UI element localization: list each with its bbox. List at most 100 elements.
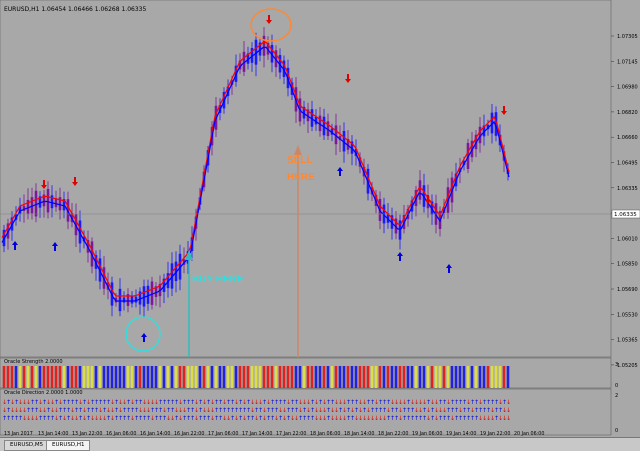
tab-eurusd-h1[interactable]: EURUSD,H1 <box>46 440 91 451</box>
tab-eurusd-m5[interactable]: EURUSD,M5 <box>4 440 50 451</box>
svg-text:↓: ↓ <box>358 407 363 414</box>
time-axis-label: 13 Jan 2017 <box>4 431 33 437</box>
svg-text:↑: ↑ <box>462 407 467 414</box>
svg-text:↑: ↑ <box>218 407 223 414</box>
svg-text:↑: ↑ <box>42 415 47 422</box>
svg-text:↑: ↑ <box>10 415 15 422</box>
svg-text:↓: ↓ <box>2 407 7 414</box>
svg-text:↑: ↑ <box>362 407 367 414</box>
svg-text:↑: ↑ <box>250 415 255 422</box>
svg-text:↑: ↑ <box>186 415 191 422</box>
svg-text:↓: ↓ <box>102 415 107 422</box>
svg-text:↑: ↑ <box>346 407 351 414</box>
svg-text:↑: ↑ <box>382 399 387 406</box>
svg-text:↑: ↑ <box>190 415 195 422</box>
svg-text:↑: ↑ <box>214 399 219 406</box>
svg-text:↑: ↑ <box>158 407 163 414</box>
svg-text:↓: ↓ <box>58 399 63 406</box>
svg-text:↑: ↑ <box>470 399 475 406</box>
svg-text:↓: ↓ <box>234 399 239 406</box>
svg-text:↓: ↓ <box>466 399 471 406</box>
svg-text:↓: ↓ <box>86 399 91 406</box>
svg-text:↓: ↓ <box>478 399 483 406</box>
svg-text:↓: ↓ <box>486 415 491 422</box>
svg-text:↑: ↑ <box>82 399 87 406</box>
svg-text:↑: ↑ <box>310 415 315 422</box>
svg-text:↑: ↑ <box>246 407 251 414</box>
svg-text:↓: ↓ <box>110 399 115 406</box>
svg-text:↑: ↑ <box>150 407 155 414</box>
svg-text:↑: ↑ <box>198 407 203 414</box>
main-price-chart[interactable]: 1.07305 1.07145 1.06980 1.06820 1.06660 1.064… <box>0 0 640 437</box>
svg-text:↓: ↓ <box>374 399 379 406</box>
svg-text:↑: ↑ <box>354 399 359 406</box>
svg-text:↓: ↓ <box>390 399 395 406</box>
svg-text:↓: ↓ <box>130 399 135 406</box>
svg-text:↓: ↓ <box>122 399 127 406</box>
svg-text:↑: ↑ <box>454 407 459 414</box>
svg-text:↑: ↑ <box>410 407 415 414</box>
svg-text:↑: ↑ <box>478 407 483 414</box>
sell-annotation-line1: SELL <box>287 155 313 166</box>
svg-text:↓: ↓ <box>498 399 503 406</box>
svg-text:↓: ↓ <box>478 415 483 422</box>
svg-text:↓: ↓ <box>26 399 31 406</box>
svg-text:↓: ↓ <box>210 407 215 414</box>
svg-text:↑: ↑ <box>142 415 147 422</box>
svg-text:↑: ↑ <box>94 407 99 414</box>
price-axis-label: 1.07305 <box>617 34 638 40</box>
svg-text:↓: ↓ <box>342 415 347 422</box>
svg-text:↑: ↑ <box>266 415 271 422</box>
svg-text:↓: ↓ <box>490 407 495 414</box>
moving-average-blue <box>1 46 510 302</box>
svg-text:↓: ↓ <box>242 399 247 406</box>
svg-text:↑: ↑ <box>182 399 187 406</box>
svg-text:↑: ↑ <box>190 399 195 406</box>
svg-text:↓: ↓ <box>146 399 151 406</box>
svg-text:↓: ↓ <box>330 407 335 414</box>
svg-text:↓: ↓ <box>334 415 339 422</box>
svg-text:↓: ↓ <box>250 407 255 414</box>
svg-text:↓: ↓ <box>38 399 43 406</box>
svg-text:↓: ↓ <box>70 407 75 414</box>
time-axis-label: 16 Jan 22:00 <box>174 431 204 437</box>
svg-text:↑: ↑ <box>182 415 187 422</box>
current-price-tag <box>611 209 640 219</box>
down-arrow-signal-icon <box>501 106 507 115</box>
svg-text:↓: ↓ <box>282 415 287 422</box>
svg-text:↑: ↑ <box>438 415 443 422</box>
time-axis-label: 20 Jan 06:00 <box>514 431 544 437</box>
svg-text:↑: ↑ <box>226 407 231 414</box>
svg-text:↓: ↓ <box>366 407 371 414</box>
svg-text:↓: ↓ <box>446 399 451 406</box>
svg-text:↓: ↓ <box>258 399 263 406</box>
signal-arrows <box>12 15 507 342</box>
svg-text:↑: ↑ <box>226 399 231 406</box>
svg-text:↓: ↓ <box>506 407 511 414</box>
svg-text:↓: ↓ <box>418 399 423 406</box>
svg-text:↑: ↑ <box>218 415 223 422</box>
price-axis-label: 1.05690 <box>617 287 638 293</box>
svg-text:↑: ↑ <box>230 407 235 414</box>
svg-text:↓: ↓ <box>206 407 211 414</box>
svg-text:↓: ↓ <box>502 407 507 414</box>
svg-text:↓: ↓ <box>142 399 147 406</box>
svg-text:↑: ↑ <box>162 415 167 422</box>
time-axis-label: 13 Jan 22:00 <box>72 431 102 437</box>
svg-text:↑: ↑ <box>186 399 191 406</box>
svg-text:↓: ↓ <box>306 399 311 406</box>
svg-text:↑: ↑ <box>306 415 311 422</box>
svg-text:↑: ↑ <box>450 399 455 406</box>
svg-text:↑: ↑ <box>310 399 315 406</box>
svg-text:↓: ↓ <box>506 415 511 422</box>
svg-text:↑: ↑ <box>382 407 387 414</box>
svg-text:↑: ↑ <box>66 415 71 422</box>
svg-text:↓: ↓ <box>130 415 135 422</box>
buy-here-annotation: BUY HERE <box>192 274 244 285</box>
svg-text:↑: ↑ <box>238 415 243 422</box>
svg-text:↑: ↑ <box>414 415 419 422</box>
svg-text:↑: ↑ <box>86 415 91 422</box>
svg-text:↓: ↓ <box>402 399 407 406</box>
svg-text:↑: ↑ <box>246 399 251 406</box>
svg-text:↓: ↓ <box>62 415 67 422</box>
